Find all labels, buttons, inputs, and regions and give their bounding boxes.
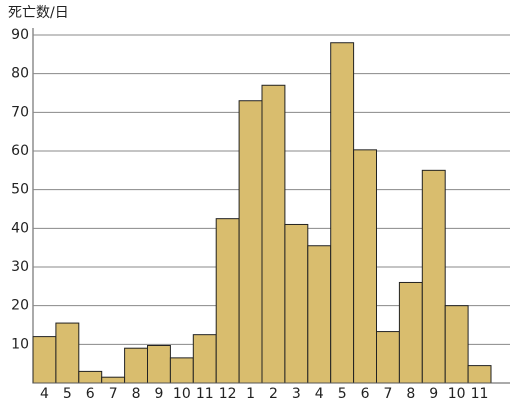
y-tick-label: 30 [11, 259, 29, 275]
bar [169, 357, 194, 384]
x-tick-label: 4 [315, 386, 324, 402]
y-tick-label: 70 [11, 104, 29, 120]
x-tick-label: 6 [361, 386, 370, 402]
bar [284, 223, 309, 384]
x-tick-label: 10 [173, 386, 191, 402]
bar [467, 365, 492, 384]
x-tick-label: 4 [40, 386, 49, 402]
bar [353, 149, 378, 384]
x-tick-label: 3 [292, 386, 301, 402]
x-tick-label: 9 [429, 386, 438, 402]
y-tick-label: 40 [11, 220, 29, 236]
bar [32, 336, 57, 384]
bar [421, 169, 446, 384]
y-tick-label: 50 [11, 182, 29, 198]
x-tick-label: 12 [219, 386, 237, 402]
bar [261, 84, 286, 384]
y-axis-label: 死亡数/日 [8, 5, 69, 21]
x-tick-label: 8 [406, 386, 415, 402]
bar [444, 305, 469, 384]
bar [124, 347, 148, 384]
x-tick-label: 8 [132, 386, 141, 402]
bar [78, 370, 103, 384]
bar [376, 331, 400, 384]
bar [330, 42, 355, 384]
bar [238, 100, 263, 384]
x-tick-label: 7 [109, 386, 118, 402]
x-tick-label: 9 [154, 386, 163, 402]
x-tick-label: 11 [196, 386, 214, 402]
x-tick-label: 2 [269, 386, 278, 402]
y-tick-label: 20 [11, 298, 29, 314]
y-tick-label: 80 [11, 66, 29, 82]
x-tick-label: 6 [86, 386, 95, 402]
y-tick-label: 60 [11, 143, 29, 159]
bar [101, 376, 126, 384]
y-tick-label: 10 [11, 336, 29, 352]
bar [192, 334, 217, 384]
bar [307, 245, 332, 384]
x-tick-label: 5 [338, 386, 347, 402]
bar [398, 281, 423, 384]
bar [147, 344, 171, 384]
x-tick-label: 5 [63, 386, 72, 402]
x-tick-label: 11 [471, 386, 489, 402]
bar [215, 218, 240, 384]
y-tick-label: 90 [11, 27, 29, 43]
x-tick-label: 1 [246, 386, 255, 402]
bar [55, 322, 80, 384]
x-tick-label: 7 [383, 386, 392, 402]
x-tick-label: 10 [448, 386, 466, 402]
